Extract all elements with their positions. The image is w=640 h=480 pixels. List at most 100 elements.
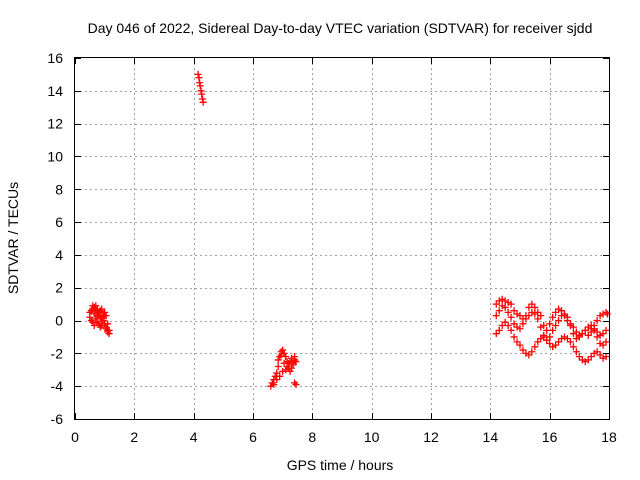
data-point — [282, 366, 290, 374]
data-point — [291, 353, 299, 361]
data-point — [549, 326, 557, 334]
data-point — [531, 310, 539, 318]
data-point — [291, 379, 299, 387]
data-point — [87, 317, 95, 325]
y-tick-label: -2 — [51, 345, 64, 361]
data-point — [507, 326, 515, 334]
data-point — [516, 341, 524, 349]
data-point — [534, 315, 542, 323]
data-point — [528, 348, 536, 356]
x-tick-label: 6 — [249, 429, 257, 445]
x-tick-label: 4 — [190, 429, 198, 445]
data-point — [566, 338, 574, 346]
data-point — [104, 320, 112, 328]
y-tick-label: 4 — [55, 247, 63, 263]
y-tick-label: 8 — [55, 181, 63, 197]
data-point — [602, 338, 610, 346]
data-points — [86, 70, 612, 390]
data-point — [602, 308, 610, 316]
data-point — [495, 326, 503, 334]
x-axis-label: GPS time / hours — [287, 457, 394, 473]
data-point — [196, 82, 204, 90]
data-point — [198, 90, 206, 98]
data-point — [277, 351, 285, 359]
series-arc-2 — [194, 70, 207, 106]
x-tick-labels: 0 2 4 6 8 10 12 14 16 18 — [71, 429, 617, 445]
series-arc-1 — [86, 302, 113, 338]
data-point — [102, 312, 110, 320]
grid-lines — [75, 58, 609, 419]
series-arc-3 — [267, 346, 300, 390]
data-point — [199, 98, 207, 106]
x-tick-label: 2 — [130, 429, 138, 445]
data-point — [593, 333, 601, 341]
data-point — [93, 318, 101, 326]
data-point — [531, 303, 539, 311]
data-point — [92, 315, 100, 323]
data-point — [194, 70, 202, 78]
data-point — [286, 367, 294, 375]
data-point — [292, 381, 300, 389]
data-point — [101, 308, 109, 316]
y-tick-label: 12 — [47, 116, 63, 132]
data-point — [96, 323, 104, 331]
data-point — [590, 321, 598, 329]
data-point — [274, 362, 282, 370]
data-point — [549, 313, 557, 321]
data-point — [569, 330, 577, 338]
data-point — [268, 379, 276, 387]
data-point — [504, 321, 512, 329]
y-tick-label: 0 — [55, 313, 63, 329]
data-point — [537, 323, 545, 331]
data-point — [276, 353, 284, 361]
data-point — [519, 320, 527, 328]
y-axis-label: SDTVAR / TECUs — [5, 182, 21, 294]
chart-title: Day 046 of 2022, Sidereal Day-to-day VTE… — [88, 20, 593, 36]
y-tick-label: 14 — [47, 83, 63, 99]
data-point — [563, 313, 571, 321]
data-point — [510, 333, 518, 341]
data-point — [543, 326, 551, 334]
x-tick-label: 8 — [308, 429, 316, 445]
data-point — [602, 353, 610, 361]
y-tick-labels: -6 -4 -2 0 2 4 6 8 10 12 14 16 — [47, 50, 63, 427]
data-point — [105, 326, 113, 334]
x-tick-label: 16 — [542, 429, 558, 445]
data-point — [501, 303, 509, 311]
x-tick-label: 0 — [71, 429, 79, 445]
y-tick-label: -4 — [51, 378, 64, 394]
y-tick-label: 6 — [55, 214, 63, 230]
data-point — [289, 361, 297, 369]
x-tick-label: 14 — [483, 429, 499, 445]
data-point — [507, 313, 515, 321]
data-point — [288, 364, 296, 372]
x-tick-label: 10 — [364, 429, 380, 445]
data-point — [552, 321, 560, 329]
data-point — [92, 302, 100, 310]
data-point — [569, 343, 577, 351]
data-point — [98, 321, 106, 329]
data-point — [504, 308, 512, 316]
data-point — [495, 307, 503, 315]
data-point — [276, 372, 284, 380]
data-point — [93, 312, 101, 320]
data-point — [572, 348, 580, 356]
data-point — [95, 310, 103, 318]
y-tick-label: -6 — [51, 411, 64, 427]
plot-frame — [74, 57, 610, 420]
x-tick-label: 18 — [601, 429, 617, 445]
data-point — [283, 362, 291, 370]
data-point — [593, 317, 601, 325]
y-tick-label: 10 — [47, 148, 63, 164]
data-point — [566, 321, 574, 329]
data-point — [492, 312, 500, 320]
x-tick-label: 12 — [423, 429, 439, 445]
series-arc-5 — [492, 302, 610, 349]
data-point — [99, 317, 107, 325]
data-point — [282, 353, 290, 361]
axis-ticks — [75, 58, 610, 420]
y-tick-label: 16 — [47, 50, 63, 66]
series-arc-7 — [587, 308, 612, 333]
data-point — [531, 343, 539, 351]
